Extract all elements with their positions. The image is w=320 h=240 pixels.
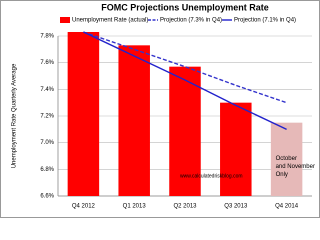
bar [67,32,100,196]
x-tick-label: Q3 2013 [224,204,248,210]
y-tick-label: 7.8% [40,34,54,40]
chart: FOMC Projections Unemployment Rate Unemp… [0,0,320,218]
y-tick-label: 7.4% [40,87,54,93]
y-tick-label: 7.0% [40,140,54,146]
x-tick-label: Q4 2014 [275,204,299,210]
y-axis-label: Unemployment Rate Quarterly Average [12,63,18,168]
x-tick-label: Q1 2013 [123,204,147,210]
chart-frame [0,0,320,218]
chart-title: FOMC Projections Unemployment Rate [101,2,269,12]
bar [169,66,201,197]
x-tick-label: Q2 2013 [173,204,197,210]
x-tick-label: Q4 2012 [72,204,96,210]
y-tick-label: 7.6% [40,60,54,66]
watermark: www.calculatedriskblog.com [180,173,243,179]
line [83,31,287,130]
y-tick-label: 7.2% [40,114,54,120]
legend-label: Projection (7.3% in Q4) [160,18,222,24]
legend-label: Projection (7.1% in Q4) [234,18,296,24]
y-tick-label: 6.6% [40,194,54,200]
bar [118,45,150,197]
legend-label: Unemployment Rate (actual) [72,18,148,24]
annotation: October and November Only [276,156,315,178]
legend-swatch [60,17,70,23]
y-tick-label: 6.8% [40,167,54,173]
bar [270,122,303,196]
bar [220,102,252,196]
